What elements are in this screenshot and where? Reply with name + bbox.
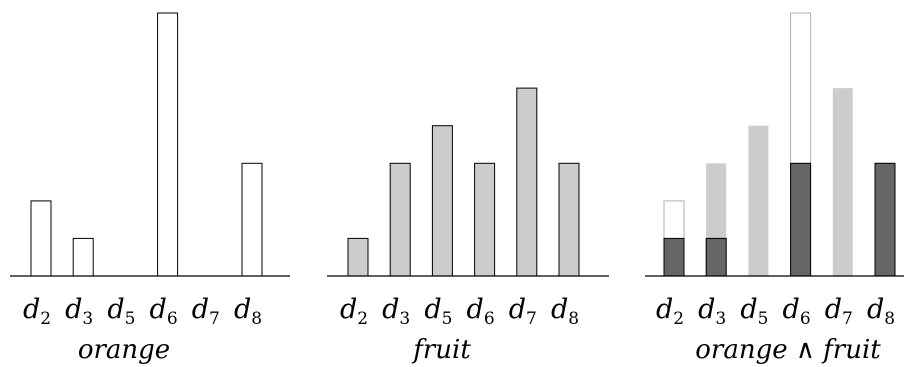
chart-panel-2: d2 d3 d5 d6 d7 d8 fruit	[327, 87, 609, 365]
bar-d5	[431, 125, 453, 277]
chart-panel-1: d2 d3 d5 d6 d7 d8 orange	[10, 12, 290, 365]
chart-panel-3: d2 d3 d5 d6 d7 d8 orange ∧ fruit	[645, 12, 904, 365]
chart-caption: fruit	[411, 335, 471, 365]
tick-label-d7: d7	[825, 294, 853, 329]
bar-d7-series-2	[832, 88, 853, 276]
bar-d6	[157, 12, 179, 277]
tick-label-d5: d5	[107, 294, 135, 329]
bar-d2-series-3	[663, 237, 685, 277]
bar-d8	[558, 162, 580, 277]
tick-label-d3: d3	[698, 294, 726, 329]
bar-d2	[347, 237, 369, 277]
bar-d6	[474, 162, 496, 277]
tick-label-d3: d3	[65, 294, 93, 329]
bar-d3-series-3	[705, 237, 727, 277]
tick-label-d6: d6	[467, 294, 495, 329]
bar-d6-series-3	[790, 162, 812, 277]
bar-d2	[30, 200, 52, 277]
tick-label-d2: d2	[656, 294, 684, 329]
bar-d5-series-2	[748, 125, 769, 276]
tick-label-d5: d5	[424, 294, 452, 329]
tick-label-d6: d6	[150, 294, 178, 329]
bar-d3	[389, 162, 411, 277]
tick-label-d3: d3	[382, 294, 410, 329]
chart-caption: orange ∧ fruit	[695, 335, 881, 365]
bar-d7	[516, 87, 538, 277]
tick-label-d8: d8	[551, 294, 579, 329]
bar-d8	[241, 162, 263, 277]
bar-d3	[72, 237, 94, 277]
chart-caption: orange	[78, 335, 170, 365]
tick-label-d8: d8	[867, 294, 895, 329]
tick-label-d2: d2	[23, 294, 51, 329]
tick-label-d8: d8	[234, 294, 262, 329]
tick-label-d7: d7	[509, 294, 537, 329]
tick-label-d2: d2	[340, 294, 368, 329]
tick-label-d7: d7	[192, 294, 220, 329]
tick-label-d6: d6	[783, 294, 811, 329]
tick-label-d5: d5	[740, 294, 768, 329]
bar-d8-series-3	[874, 162, 896, 277]
